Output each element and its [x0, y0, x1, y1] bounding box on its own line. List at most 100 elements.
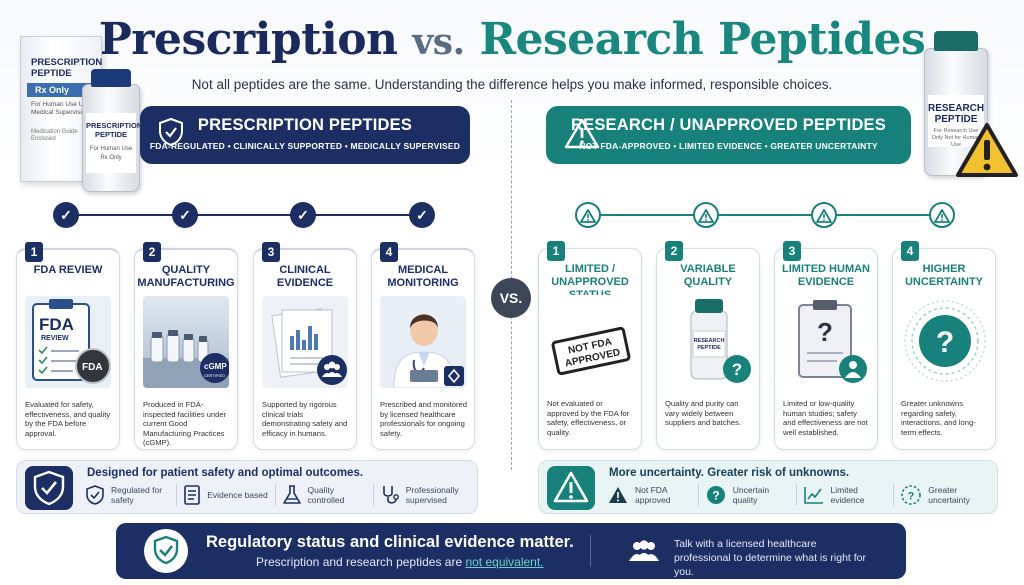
summary-item: Not FDA approved — [607, 484, 698, 506]
chart-icon — [803, 487, 823, 504]
footer-advice: Talk with a licensed healthcare professi… — [674, 538, 867, 578]
research-vial-image: RESEARCH PEPTIDE ? — [665, 295, 751, 387]
prescription-vial: PRESCRIPTION PEPTIDE For Human Use Rx Onl… — [82, 69, 142, 192]
stethoscope-icon — [382, 486, 399, 504]
summary-item: ? Greater uncertainty — [893, 484, 991, 506]
svg-text:FDA: FDA — [39, 315, 74, 334]
question-circle-icon: ? — [706, 486, 725, 504]
card-title: QUALITY MANUFACTURING — [137, 264, 235, 289]
check-icon: ✓ — [409, 202, 435, 228]
research-banner: RESEARCH / UNAPPROVED PEPTIDES NOT FDA-A… — [546, 106, 911, 164]
summary-item: ? Uncertain quality — [697, 484, 796, 506]
prescription-banner-sub: FDA-REGULATED • CLINICALLY SUPPORTED • M… — [149, 141, 461, 151]
vial-cap — [933, 31, 979, 51]
summary-item: Regulated for safety — [85, 484, 176, 506]
research-banner-title: RESEARCH / UNAPPROVED PEPTIDES — [571, 116, 886, 134]
warning-icon — [575, 202, 601, 228]
card-variable-quality: 2 VARIABLE QUALITY RESEARCH PEPTIDE ? Qu… — [656, 241, 760, 450]
rx-vial-label: PRESCRIPTION PEPTIDE For Human Use Rx Onl… — [86, 113, 142, 173]
warning-icon — [547, 466, 595, 510]
card-number: 4 — [380, 242, 398, 262]
svg-text:cGMP: cGMP — [204, 362, 227, 371]
card-clinical-evidence: 3 CLINICAL EVIDENCE Supported by rigorou… — [253, 242, 357, 450]
card-number: 4 — [901, 241, 919, 261]
prescription-summary: Designed for patient safety and optimal … — [16, 460, 478, 514]
card-description: Produced in FDA-inspected facilities und… — [143, 400, 227, 447]
svg-text:FDA: FDA — [82, 362, 103, 373]
card-description: Prescribed and monitored by licensed hea… — [380, 400, 467, 438]
footer-subline: Prescription and research peptides are n… — [256, 555, 544, 569]
shield-check-icon — [86, 485, 104, 505]
summary-item: Evidence based — [176, 484, 274, 506]
svg-text:?: ? — [936, 326, 954, 359]
card-number: 2 — [143, 242, 161, 262]
shield-check-icon — [25, 466, 73, 510]
card-title: CLINICAL EVIDENCE — [276, 264, 334, 289]
not-equivalent-emphasis: not equivalent. — [465, 555, 544, 569]
title-vs: vs. — [412, 21, 465, 63]
rx-box-sub: For Human Use Under Medical Supervision — [31, 101, 97, 116]
card-number: 2 — [665, 241, 683, 261]
prescription-banner-title: PRESCRIPTION PEPTIDES — [197, 116, 413, 134]
question-mark-image: ? — [901, 295, 987, 387]
svg-text:?: ? — [817, 317, 833, 347]
page-title: Prescription vs. Research Peptides — [0, 14, 1024, 65]
svg-text:?: ? — [908, 491, 915, 503]
card-number: 3 — [262, 242, 280, 262]
svg-text:?: ? — [712, 489, 719, 503]
card-description: Limited or low-quality human studies; sa… — [783, 399, 868, 437]
card-medical-monitoring: 4 MEDICAL MONITORING Prescribed and moni… — [371, 242, 475, 450]
card-number: 3 — [783, 241, 801, 261]
footer-banner: Regulatory status and clinical evidence … — [116, 523, 906, 579]
card-title: LIMITED HUMAN EVIDENCE — [782, 263, 870, 288]
warning-icon — [929, 202, 955, 228]
summary-item: Professionally supervised — [372, 484, 471, 506]
card-higher-uncertainty: 4 HIGHER UNCERTAINTY ? Greater unknowns … — [892, 241, 996, 450]
svg-text:PEPTIDE: PEPTIDE — [697, 345, 721, 351]
svg-text:CERTIFIED: CERTIFIED — [204, 373, 225, 378]
card-title: MEDICAL MONITORING — [387, 264, 459, 289]
card-fda-review: 1 FDA REVIEW FDA REVIEW FDA Evaluated fo… — [16, 242, 120, 450]
svg-text:REVIEW: REVIEW — [41, 335, 69, 342]
footer-headline: Regulatory status and clinical evidence … — [206, 533, 574, 551]
summary-item: Quality controlled — [274, 484, 373, 506]
document-icon — [184, 485, 201, 505]
card-title: HIGHER UNCERTAINTY — [904, 263, 983, 288]
rx-box-sub2: Medication Guide Enclosed — [31, 129, 78, 142]
question-dashed-icon: ? — [901, 485, 922, 505]
lab-vials-image: cGMP CERTIFIED — [143, 296, 229, 388]
clinical-papers-image — [262, 296, 348, 388]
warning-icon — [693, 202, 719, 228]
research-vial-label: RESEARCH PEPTIDE For Research Use Only No… — [928, 95, 984, 148]
card-title: VARIABLE QUALITY — [680, 263, 736, 288]
prescription-timeline — [66, 214, 422, 216]
vial-cap — [90, 69, 132, 87]
prescription-summary-title: Designed for patient safety and optimal … — [87, 467, 364, 479]
fda-clipboard-image: FDA REVIEW FDA — [25, 296, 111, 388]
footer-divider — [590, 535, 591, 567]
card-description: Not evaluated or approved by the FDA for… — [547, 399, 630, 437]
rx-box-bar: Rx Only — [27, 83, 93, 97]
check-icon: ✓ — [172, 202, 198, 228]
people-icon — [629, 540, 659, 561]
page-subtitle: Not all peptides are the same. Understan… — [191, 77, 833, 92]
title-research: Research Peptides — [479, 14, 926, 65]
title-prescription: Prescription — [98, 14, 398, 65]
card-limited-status: 1 LIMITED / UNAPPROVED STATUS NOT FDA AP… — [538, 241, 642, 450]
research-summary-title: More uncertainty. Greater risk of unknow… — [609, 467, 850, 479]
prescription-banner: PRESCRIPTION PEPTIDES FDA-REGULATED • CL… — [140, 106, 470, 164]
flask-icon — [282, 485, 301, 504]
warning-triangle-icon — [956, 123, 1018, 177]
check-icon: ✓ — [53, 202, 79, 228]
warning-icon — [609, 487, 627, 503]
card-quality-manufacturing: 2 QUALITY MANUFACTURING cGMP CERTIFIED P… — [134, 242, 238, 450]
card-description: Quality and purity can vary widely betwe… — [665, 399, 741, 427]
card-number: 1 — [25, 242, 43, 262]
shield-check-icon — [144, 529, 188, 573]
card-description: Evaluated for safety, effectiveness, and… — [25, 400, 111, 438]
research-summary: More uncertainty. Greater risk of unknow… — [538, 460, 998, 514]
summary-item: Limited evidence — [795, 484, 894, 506]
research-banner-sub: NOT FDA-APPROVED • LIMITED EVIDENCE • GR… — [579, 141, 878, 151]
svg-text:?: ? — [732, 360, 742, 379]
